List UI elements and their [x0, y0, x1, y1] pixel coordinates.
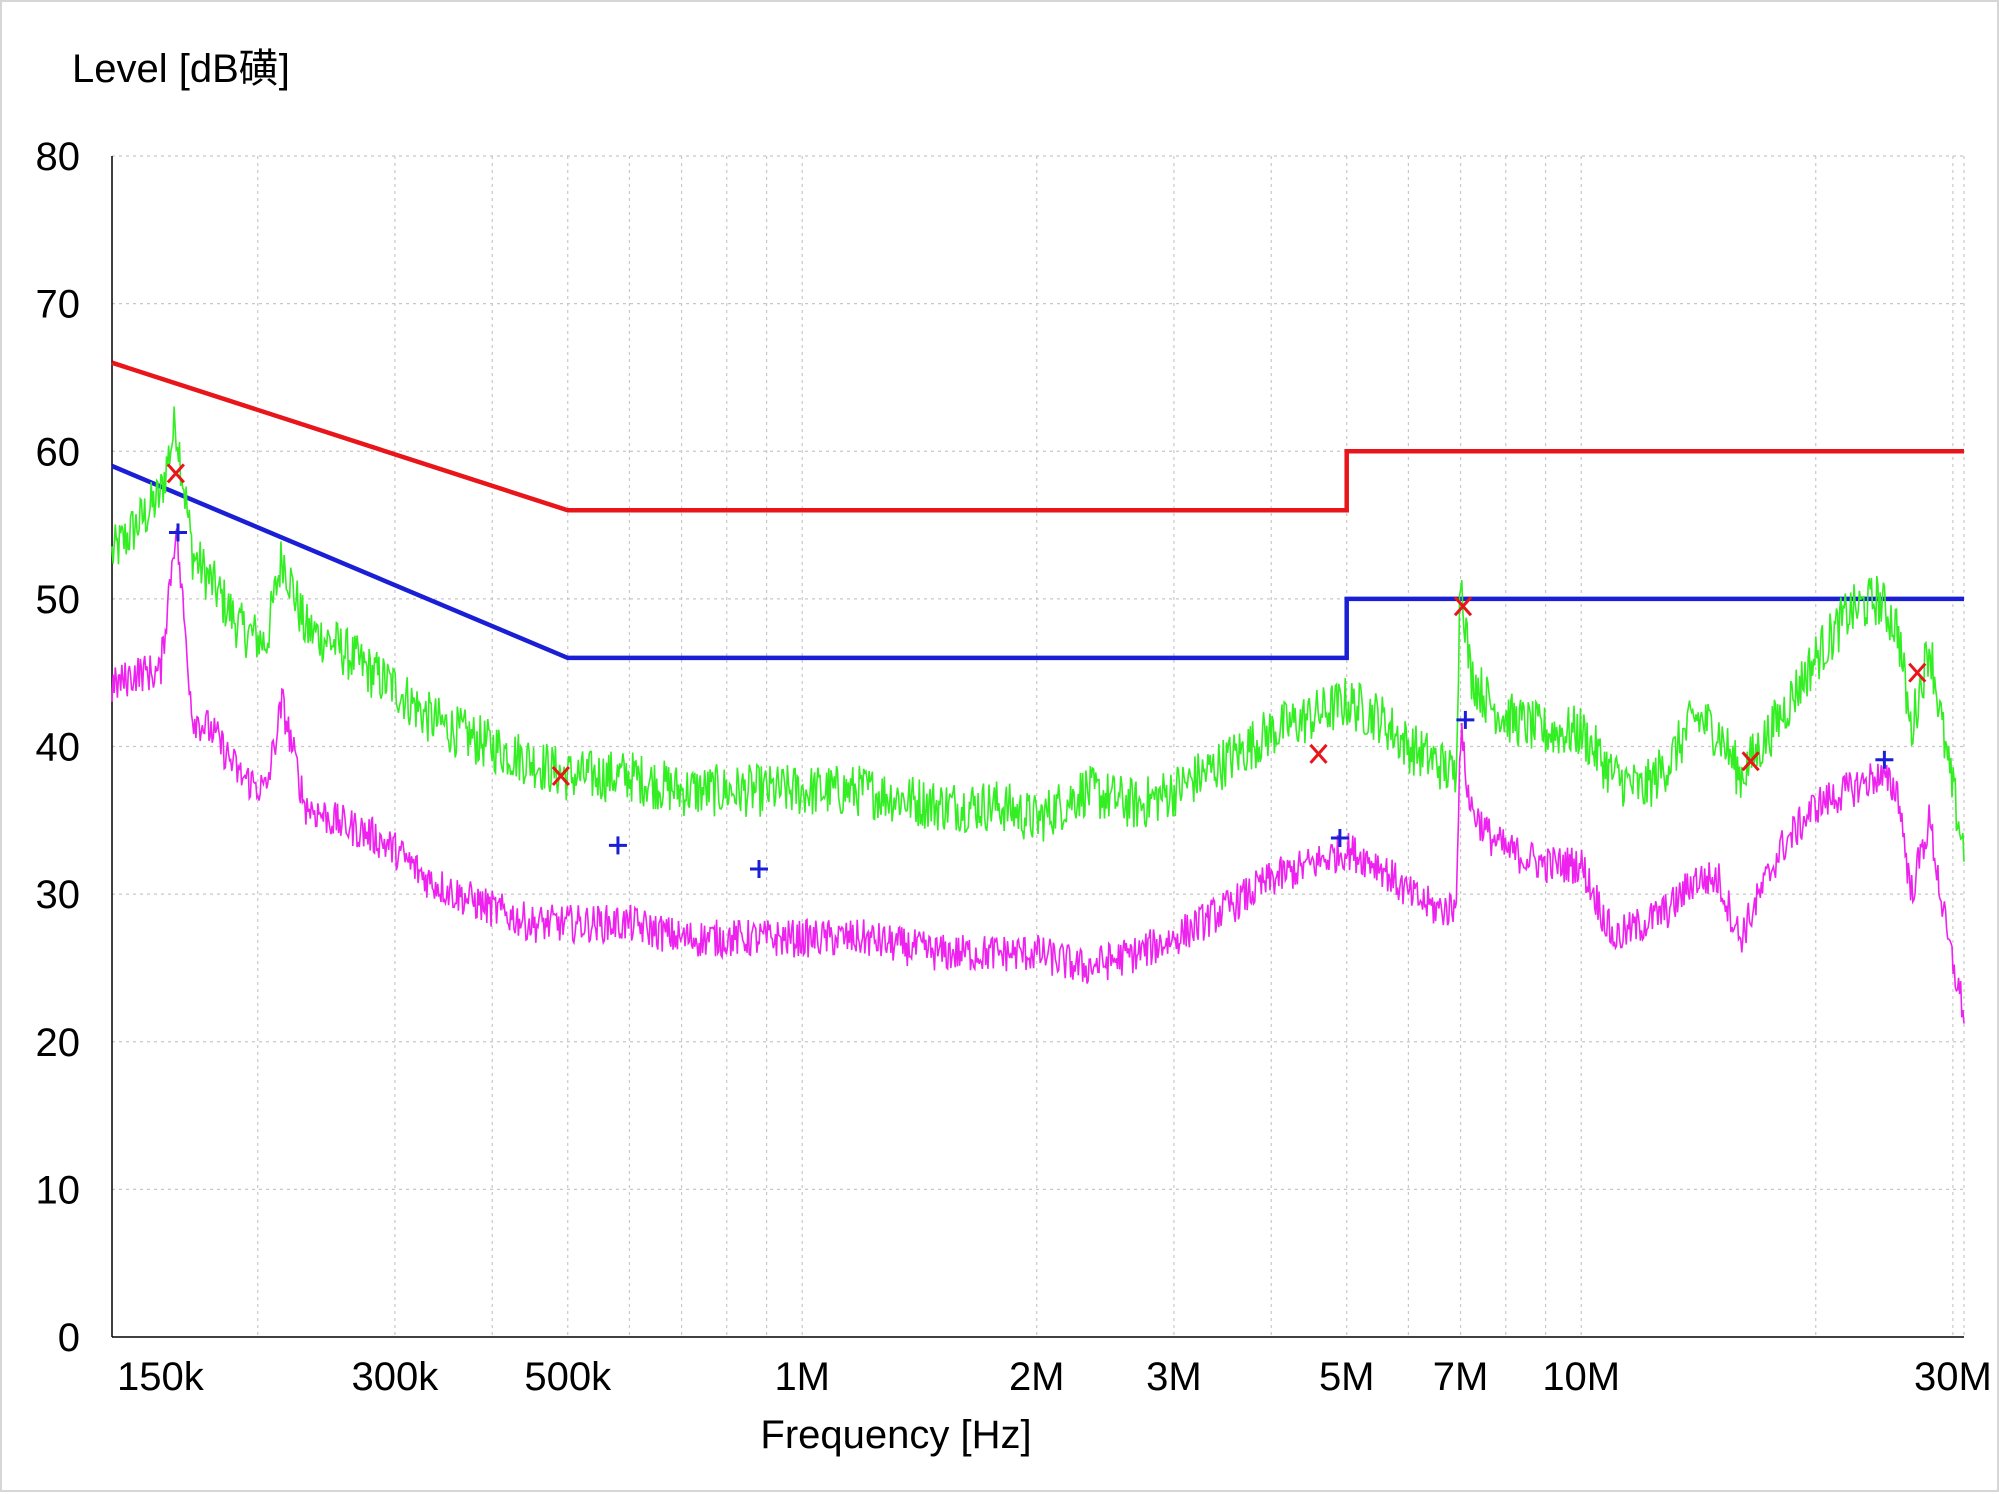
x-tick-label: 500k — [524, 1355, 612, 1399]
limit-line — [111, 360, 1964, 513]
peak-marker-plus — [1330, 829, 1349, 848]
x-tick-label: 7M — [1433, 1355, 1489, 1399]
x-tick-label: 1M — [774, 1355, 830, 1399]
y-tick-label: 20 — [36, 1021, 81, 1065]
y-tick-label: 10 — [36, 1168, 81, 1212]
y-tick-label: 50 — [36, 578, 81, 622]
limit-line — [111, 463, 1964, 661]
marker-stroke — [1741, 751, 1760, 772]
peak-marker-plus — [168, 523, 187, 542]
peak-marker-x — [1453, 596, 1473, 617]
x-tick-label: 5M — [1319, 1355, 1375, 1399]
y-tick-label: 60 — [36, 430, 81, 474]
x-tick-label: 300k — [352, 1355, 440, 1399]
y-tick-label: 40 — [36, 726, 81, 770]
axes — [111, 156, 1964, 1338]
peak-marker-x — [1309, 743, 1328, 764]
grid-lines — [112, 155, 1965, 1337]
marker-stroke — [1453, 596, 1473, 617]
peak-marker-x — [551, 766, 571, 787]
peak-marker-plus — [608, 836, 627, 855]
marker-stroke — [1309, 743, 1328, 764]
measurement-trace — [111, 406, 1965, 862]
y-tick-label: 30 — [36, 873, 81, 917]
peak-marker-plus — [749, 860, 768, 879]
peak-marker-plus — [1456, 710, 1475, 729]
peak-marker-x — [1741, 751, 1760, 772]
x-tick-label: 3M — [1146, 1355, 1202, 1399]
y-tick-label: 80 — [36, 135, 81, 179]
x-tick-label: 30M — [1914, 1355, 1992, 1399]
peak-marker-plus — [1875, 750, 1894, 769]
tick-labels: 0 10 20 30 40 50 60 70 80 150k 300k 500k 1M 2M 3M 5M 7M 1… — [36, 135, 1992, 1399]
measurement-trace — [111, 527, 1965, 1024]
x-tick-label: 150k — [117, 1355, 205, 1399]
series-layer — [111, 360, 1965, 1024]
y-tick-label: 70 — [36, 283, 81, 327]
y-tick-label: 0 — [58, 1316, 80, 1360]
y-axis-label: Level [dB磺] — [72, 47, 290, 91]
marker-stroke — [551, 766, 571, 787]
peak-marker-x — [166, 463, 185, 484]
x-tick-label: 10M — [1542, 1355, 1620, 1399]
marker-stroke — [1908, 662, 1927, 683]
x-axis-label: Frequency [Hz] — [760, 1413, 1031, 1457]
marker-stroke — [166, 463, 185, 484]
marker-layer — [166, 463, 1927, 879]
peak-marker-x — [1908, 662, 1927, 683]
x-tick-label: 2M — [1009, 1355, 1065, 1399]
